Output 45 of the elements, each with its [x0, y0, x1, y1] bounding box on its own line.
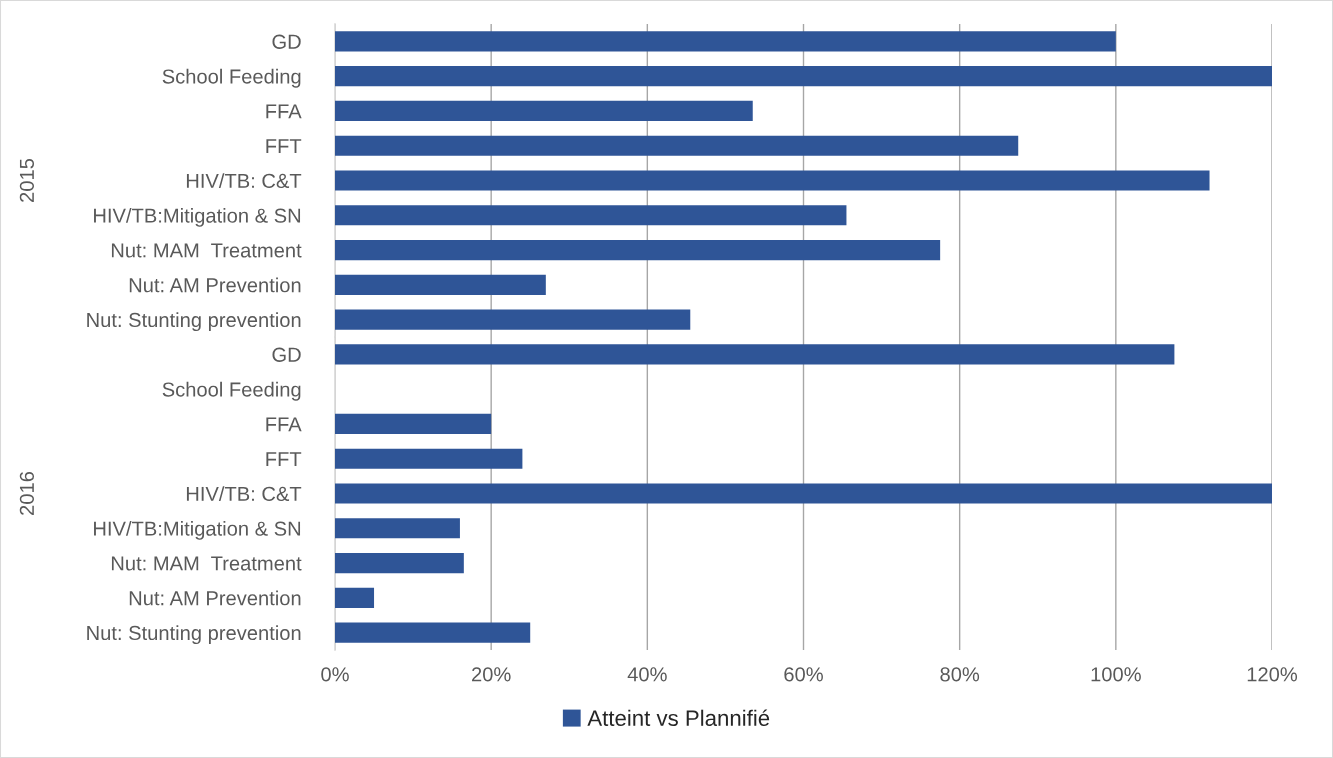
y-tick-label: FFA	[266, 417, 302, 432]
y-tick-label: HIV/TB:Mitigation & SN	[94, 520, 301, 540]
bar	[335, 135, 1019, 156]
y-tick-label: School Feeding	[162, 68, 301, 88]
bar	[335, 274, 546, 295]
bar	[335, 170, 1210, 191]
legend-label: Atteint vs Plannifié	[587, 709, 770, 727]
x-tick-label: 60%	[784, 667, 823, 682]
x-tick-label: 20%	[472, 667, 511, 682]
y-tick-label: School Feeding	[162, 381, 301, 401]
y-tick-label: Nut: AM Prevention	[129, 590, 301, 606]
y-tick-label: HIV/TB: C&T	[186, 486, 302, 501]
bar	[335, 448, 523, 469]
bar	[335, 100, 753, 122]
bar	[335, 344, 1175, 365]
y-tick-label: Nut: Stunting prevention	[87, 312, 301, 332]
y-tick-label: HIV/TB: C&T	[186, 173, 302, 188]
bar	[335, 66, 1272, 87]
y-tick-label: HIV/TB:Mitigation & SN	[94, 207, 301, 227]
y-tick-label: GD	[272, 347, 301, 362]
bar	[335, 413, 492, 435]
y-tick-label: Nut: MAM Treatment	[111, 556, 302, 571]
y-tick-label: FFA	[266, 104, 302, 119]
x-tick-label: 80%	[940, 667, 980, 682]
y-tick-label: Nut: Stunting prevention	[87, 625, 301, 645]
y-tick-label: GD	[272, 34, 301, 49]
y-axis-title: 2015	[19, 158, 35, 202]
y-tick-label: FFT	[266, 139, 302, 154]
bar	[335, 587, 375, 608]
y-tick-label: Nut: AM Prevention	[129, 277, 301, 293]
bar	[335, 205, 847, 226]
bar	[335, 309, 691, 330]
bar	[335, 622, 531, 643]
x-tick-label: 120%	[1247, 667, 1298, 682]
bar	[335, 483, 1272, 504]
x-tick-label: 100%	[1091, 667, 1141, 682]
bar	[335, 31, 1116, 52]
bar	[335, 239, 941, 261]
y-tick-label: Nut: MAM Treatment	[111, 243, 302, 258]
y-tick-label: FFT	[266, 452, 302, 467]
bar	[335, 552, 464, 574]
x-tick-label: 0%	[321, 667, 349, 682]
bar	[335, 518, 460, 539]
x-tick-label: 40%	[627, 667, 667, 682]
y-axis-title: 2016	[19, 471, 35, 515]
